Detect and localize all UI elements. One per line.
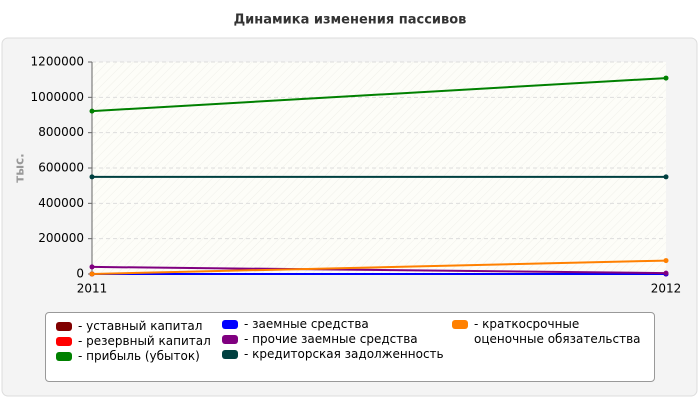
legend: - уставный капитал - резервный капитал - п… [45, 312, 655, 382]
point [89, 174, 95, 180]
legend-swatch [222, 350, 238, 359]
legend-swatch [56, 352, 72, 361]
legend-swatch [452, 320, 468, 329]
legend-item: - резервный капитал [56, 334, 211, 349]
point [663, 258, 669, 264]
legend-label: - заемные средства [244, 317, 369, 331]
legend-item: - краткосрочные оценочные обязательства [452, 317, 647, 347]
legend-label: - кредиторская задолженность [244, 347, 444, 361]
legend-swatch [222, 335, 238, 344]
legend-label: - краткосрочные оценочные обязательства [474, 317, 641, 346]
y-tick-label: 200000 [38, 231, 84, 245]
legend-item: - прибыль (убыток) [56, 349, 200, 364]
point [89, 271, 95, 277]
series-line [91, 77, 667, 113]
y-tick-label: 0 [76, 267, 84, 281]
series-line [91, 265, 667, 275]
x-tick-label: 2012 [651, 282, 682, 296]
y-tick-label: 600000 [38, 161, 84, 175]
legend-item: - уставный капитал [56, 319, 202, 334]
y-tick-label: 1200000 [31, 55, 84, 69]
legend-swatch [56, 337, 72, 346]
point [663, 270, 669, 276]
point [663, 174, 669, 180]
legend-item: - заемные средства [222, 317, 369, 332]
legend-item: - прочие заемные средства [222, 332, 418, 347]
legend-item: - кредиторская задолженность [222, 347, 444, 362]
y-tick-label: 800000 [38, 125, 84, 139]
legend-label: - прочие заемные средства [244, 332, 418, 346]
point [663, 75, 669, 81]
point [89, 108, 95, 114]
legend-swatch [222, 320, 238, 329]
point [89, 264, 95, 270]
series-line [91, 259, 667, 275]
legend-label: - резервный капитал [78, 334, 211, 348]
x-tick-label: 2011 [77, 282, 108, 296]
y-axis-label: тыс. [13, 153, 27, 182]
chart-title: Динамика изменения пассивов [234, 13, 467, 28]
legend-swatch [56, 322, 72, 331]
y-tick-label: 1000000 [31, 90, 84, 104]
y-tick-label: 400000 [38, 196, 84, 210]
legend-label: - уставный капитал [78, 319, 203, 333]
legend-label: - прибыль (убыток) [78, 349, 200, 363]
